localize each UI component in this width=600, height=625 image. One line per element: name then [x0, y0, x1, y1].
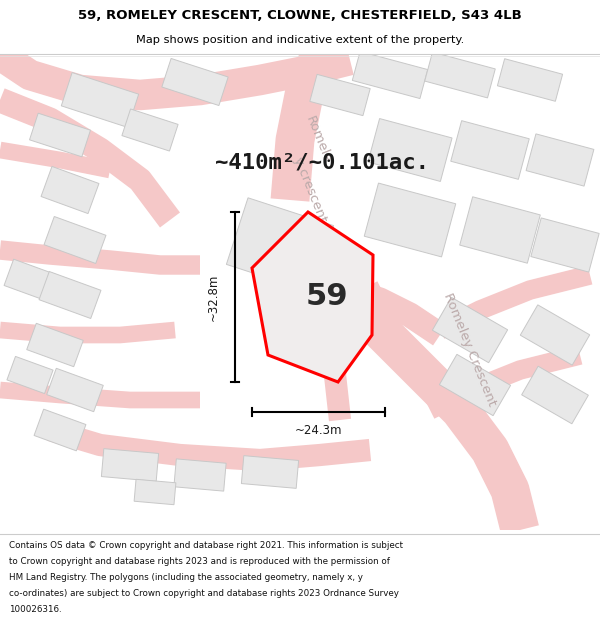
Polygon shape: [460, 197, 540, 263]
Polygon shape: [451, 121, 529, 179]
Text: y crescent: y crescent: [291, 156, 329, 224]
Polygon shape: [162, 59, 228, 106]
Text: Romeley Crescent: Romeley Crescent: [442, 291, 499, 409]
Polygon shape: [29, 113, 91, 157]
Polygon shape: [134, 479, 176, 505]
Text: to Crown copyright and database rights 2023 and is reproduced with the permissio: to Crown copyright and database rights 2…: [9, 558, 390, 566]
Polygon shape: [174, 459, 226, 491]
Text: ~410m²/~0.101ac.: ~410m²/~0.101ac.: [215, 152, 429, 172]
Text: 59, ROMELEY CRESCENT, CLOWNE, CHESTERFIELD, S43 4LB: 59, ROMELEY CRESCENT, CLOWNE, CHESTERFIE…: [78, 9, 522, 22]
Text: Map shows position and indicative extent of the property.: Map shows position and indicative extent…: [136, 34, 464, 44]
Text: 59: 59: [305, 282, 348, 311]
Polygon shape: [520, 305, 590, 365]
Polygon shape: [352, 51, 428, 99]
Polygon shape: [122, 109, 178, 151]
Text: co-ordinates) are subject to Crown copyright and database rights 2023 Ordnance S: co-ordinates) are subject to Crown copyr…: [9, 589, 399, 598]
Polygon shape: [364, 183, 456, 257]
Polygon shape: [4, 259, 56, 301]
Text: ~24.3m: ~24.3m: [295, 424, 342, 436]
Polygon shape: [252, 212, 373, 382]
Polygon shape: [39, 271, 101, 319]
Polygon shape: [439, 354, 511, 416]
Polygon shape: [7, 356, 53, 394]
Text: 100026316.: 100026316.: [9, 605, 62, 614]
Polygon shape: [526, 134, 594, 186]
Polygon shape: [61, 72, 139, 127]
Polygon shape: [44, 216, 106, 264]
Polygon shape: [34, 409, 86, 451]
Polygon shape: [433, 298, 508, 362]
Polygon shape: [310, 74, 370, 116]
Polygon shape: [226, 198, 334, 292]
Polygon shape: [27, 323, 83, 367]
Polygon shape: [521, 366, 589, 424]
Polygon shape: [101, 449, 158, 481]
Polygon shape: [368, 119, 452, 181]
Polygon shape: [41, 166, 99, 214]
Polygon shape: [531, 218, 599, 272]
Text: Contains OS data © Crown copyright and database right 2021. This information is : Contains OS data © Crown copyright and d…: [9, 541, 403, 551]
Polygon shape: [47, 368, 103, 412]
Text: HM Land Registry. The polygons (including the associated geometry, namely x, y: HM Land Registry. The polygons (includin…: [9, 573, 363, 582]
Text: Romele: Romele: [302, 114, 334, 166]
Text: ~32.8m: ~32.8m: [206, 273, 220, 321]
Polygon shape: [241, 456, 299, 488]
Polygon shape: [425, 52, 495, 98]
Polygon shape: [497, 59, 563, 101]
